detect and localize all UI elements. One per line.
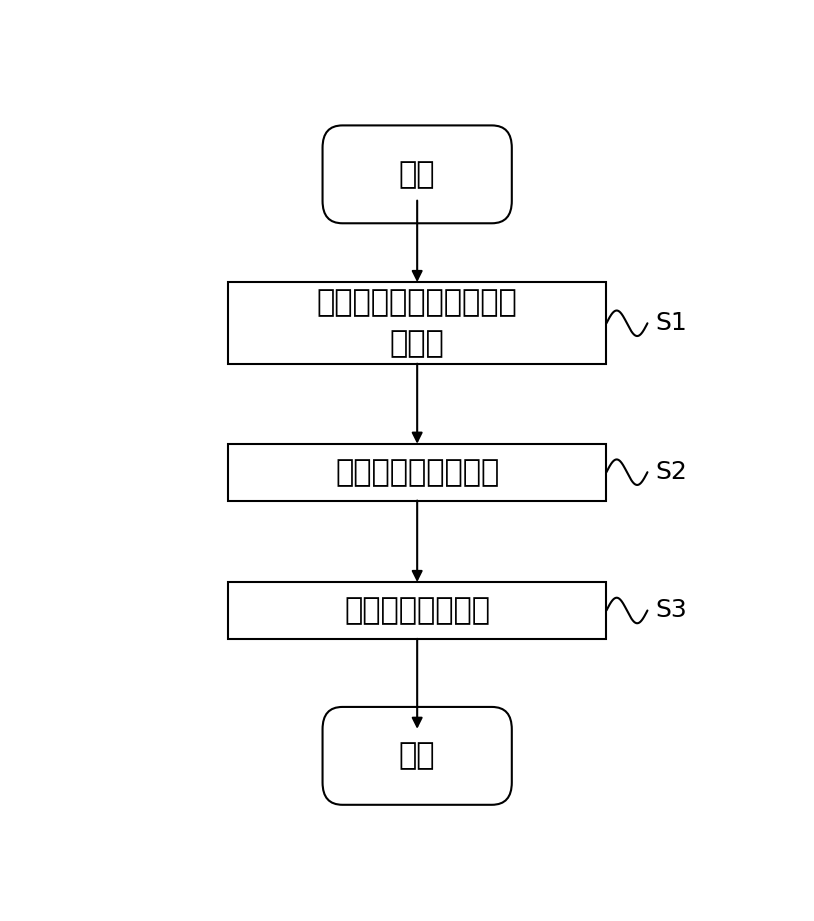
- Text: 形成器件的源极和漏极欧
姆接触: 形成器件的源极和漏极欧 姆接触: [317, 288, 518, 358]
- Text: 形成器件区和栊开口: 形成器件区和栊开口: [335, 458, 499, 486]
- Text: 开始: 开始: [399, 160, 435, 189]
- Text: 结束: 结束: [399, 741, 435, 770]
- FancyBboxPatch shape: [322, 707, 512, 805]
- Bar: [228, 444, 606, 501]
- FancyBboxPatch shape: [322, 125, 512, 223]
- Bar: [228, 283, 606, 364]
- Bar: [228, 582, 606, 639]
- Text: S1: S1: [655, 311, 687, 335]
- Text: 形成掄杂多晶硅栊: 形成掄杂多晶硅栊: [344, 596, 490, 625]
- Text: S3: S3: [655, 599, 687, 623]
- Text: S2: S2: [655, 460, 687, 484]
